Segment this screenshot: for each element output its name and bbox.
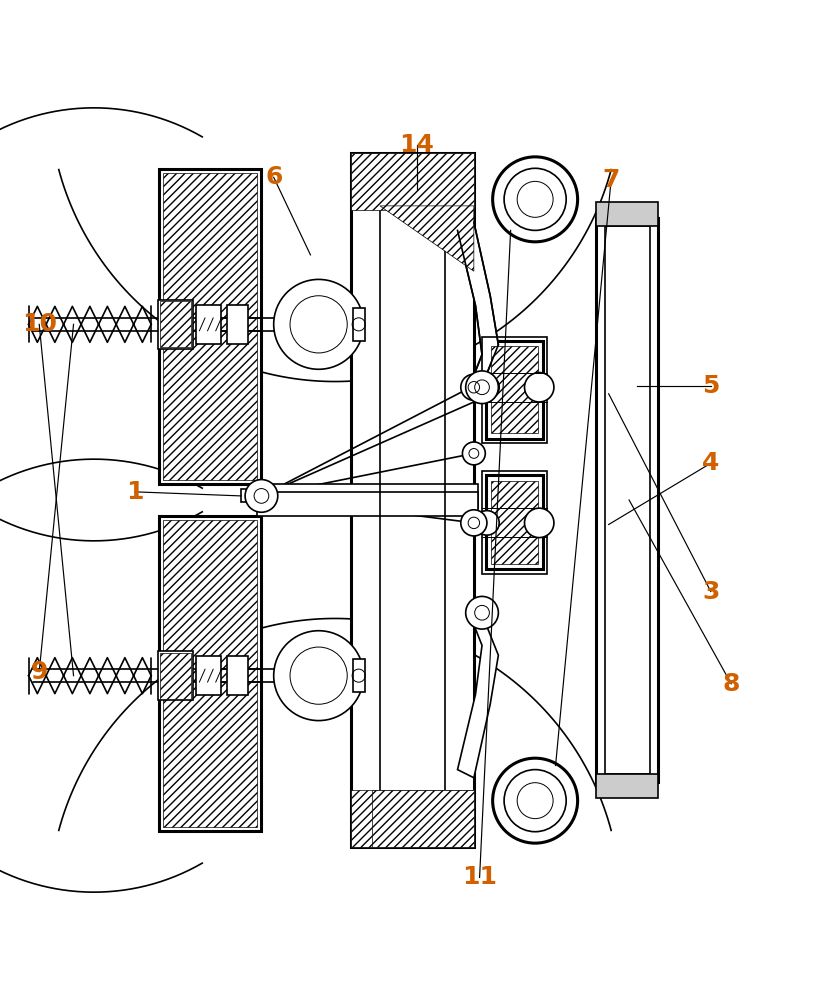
Polygon shape xyxy=(458,222,498,386)
Bar xyxy=(159,516,261,831)
Bar xyxy=(353,659,365,692)
Polygon shape xyxy=(380,206,474,271)
Text: 3: 3 xyxy=(702,580,720,604)
Bar xyxy=(196,656,221,695)
Bar xyxy=(486,341,543,439)
Polygon shape xyxy=(351,790,474,847)
Text: 14: 14 xyxy=(400,133,434,157)
Bar xyxy=(227,305,248,344)
Circle shape xyxy=(245,480,278,512)
Text: 7: 7 xyxy=(602,168,620,192)
Text: 11: 11 xyxy=(462,865,497,889)
Text: 8: 8 xyxy=(722,672,740,696)
Circle shape xyxy=(461,374,487,400)
Polygon shape xyxy=(372,790,474,847)
Bar xyxy=(605,226,650,774)
Text: 9: 9 xyxy=(30,660,48,684)
Circle shape xyxy=(493,157,578,242)
Bar xyxy=(596,218,658,782)
Text: 6: 6 xyxy=(265,165,283,189)
Bar xyxy=(257,492,478,516)
Circle shape xyxy=(504,770,566,832)
Polygon shape xyxy=(351,153,474,210)
Circle shape xyxy=(475,375,499,400)
Polygon shape xyxy=(163,520,257,827)
Text: 10: 10 xyxy=(22,312,56,336)
Bar xyxy=(353,308,365,341)
Polygon shape xyxy=(458,614,498,778)
Circle shape xyxy=(466,596,498,629)
Polygon shape xyxy=(160,301,191,347)
Bar xyxy=(227,656,248,695)
Circle shape xyxy=(462,442,485,465)
Bar xyxy=(158,651,193,700)
Bar xyxy=(241,489,261,502)
Polygon shape xyxy=(160,653,191,699)
Bar xyxy=(257,484,478,508)
Bar xyxy=(482,337,547,443)
Circle shape xyxy=(493,758,578,843)
Circle shape xyxy=(466,371,498,404)
Text: 5: 5 xyxy=(702,374,720,398)
Circle shape xyxy=(461,510,487,536)
Text: 4: 4 xyxy=(702,451,720,475)
Bar xyxy=(482,471,547,574)
Bar xyxy=(351,153,474,847)
Text: 1: 1 xyxy=(126,480,144,504)
Polygon shape xyxy=(163,173,257,480)
Polygon shape xyxy=(491,346,538,433)
Polygon shape xyxy=(491,481,538,564)
Circle shape xyxy=(475,511,499,535)
Bar xyxy=(158,300,193,349)
Circle shape xyxy=(274,631,364,721)
Bar xyxy=(486,475,543,569)
Circle shape xyxy=(504,168,566,230)
Bar xyxy=(596,774,658,798)
Bar xyxy=(159,169,261,484)
Bar xyxy=(196,305,221,344)
Bar xyxy=(596,202,658,226)
Circle shape xyxy=(525,508,554,538)
Circle shape xyxy=(525,373,554,402)
Circle shape xyxy=(274,279,364,369)
